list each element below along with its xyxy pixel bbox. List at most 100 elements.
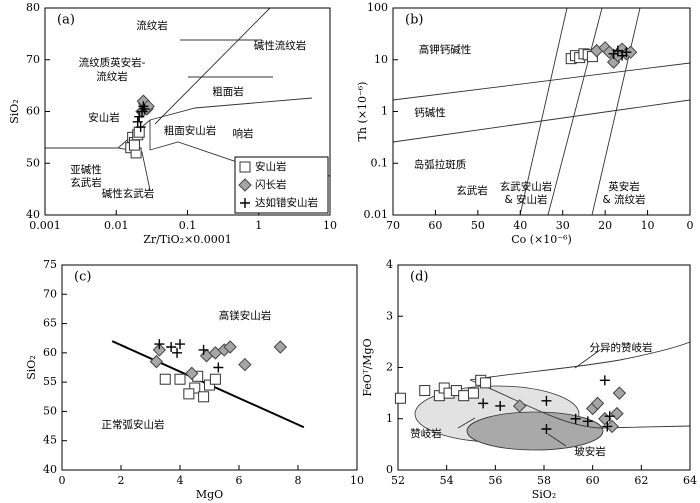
x-tick-label: 8 xyxy=(295,474,302,487)
field-boundary xyxy=(547,7,603,216)
y-tick-label: 75 xyxy=(43,258,57,271)
field-label: 玄武岩 xyxy=(70,176,102,189)
diamond-marker xyxy=(590,396,605,411)
x-tick-label: 20 xyxy=(598,219,612,232)
panel-label: (c) xyxy=(74,270,91,285)
plus-marker xyxy=(172,347,183,358)
plus-marker xyxy=(138,101,149,112)
x-tick-label: 54 xyxy=(440,474,454,487)
y-tick-label: 40 xyxy=(26,208,40,221)
field-boundary xyxy=(547,433,567,447)
square-marker xyxy=(174,373,186,385)
legend-entry: 闪长岩 xyxy=(255,178,287,191)
field-label: 分异的赞岐岩 xyxy=(590,341,653,354)
field-boninite xyxy=(466,411,604,451)
field-label: 英安岩 xyxy=(608,180,640,193)
square-marker xyxy=(480,377,492,389)
field-boundary xyxy=(392,62,691,101)
panel-label: (d) xyxy=(410,270,428,285)
panel: 0.001 0.01 0.1 1 10 40 50 60 70 80 Zr/TiO₂×0.0001 S… xyxy=(8,1,337,246)
x-tick-label: 0 xyxy=(687,219,694,232)
field-label: 碱性流纹岩 xyxy=(254,39,307,52)
y-tick-label: 100 xyxy=(367,1,388,14)
y-tick-label: 80 xyxy=(26,1,40,14)
x-tick-label: 10 xyxy=(641,219,655,232)
y-tick-label: 45 xyxy=(43,434,57,447)
field-label: 粗面安山岩 xyxy=(164,124,217,137)
plus-marker xyxy=(602,421,613,432)
plus-marker xyxy=(604,411,615,422)
diamond-marker xyxy=(238,357,252,372)
y-tick-label: 70 xyxy=(43,287,57,300)
x-tick-label: 64 xyxy=(683,474,697,487)
square-marker xyxy=(133,126,145,138)
field-boundary xyxy=(469,341,691,381)
field-label: 碱性玄武岩 xyxy=(102,187,155,200)
field-label: 玄武岩 xyxy=(456,184,488,197)
y-tick-label: 1 xyxy=(386,412,393,425)
field-label: 流纹岩 xyxy=(96,70,128,83)
field-label: 玄武安山岩 xyxy=(500,180,553,193)
field-label: 亚碱性 xyxy=(70,163,102,176)
y-tick-label: 1 xyxy=(381,105,388,118)
diamond-marker xyxy=(273,340,288,354)
x-axis-label: MgO xyxy=(196,488,223,501)
x-tick-label: 4 xyxy=(177,474,184,487)
x-axis-label: SiO₂ xyxy=(532,488,556,501)
y-tick-label: 60 xyxy=(43,346,57,359)
field-label: 粗面岩 xyxy=(212,85,244,98)
field-label: 安山岩 xyxy=(88,111,120,124)
y-tick-label: 70 xyxy=(26,53,40,66)
square-marker xyxy=(189,382,201,394)
diamond-marker xyxy=(149,354,164,369)
field-boundary xyxy=(154,7,271,125)
x-tick-label: 52 xyxy=(391,474,405,487)
plus-marker xyxy=(612,45,623,56)
x-tick-label: 6 xyxy=(236,474,243,487)
square-marker xyxy=(128,139,140,151)
field-label: 钙碱性 xyxy=(414,106,446,119)
y-axis-label: FeOᵀ/MgO xyxy=(361,338,374,396)
square-marker xyxy=(467,387,479,399)
x-tick-label: 62 xyxy=(634,474,648,487)
plus-marker xyxy=(582,416,593,427)
field-label: 岛弧拉斑质 xyxy=(414,158,467,171)
y-tick-label: 4 xyxy=(386,258,393,271)
plus-marker xyxy=(541,424,552,434)
plus-marker xyxy=(132,116,143,127)
diamond-marker xyxy=(612,386,627,400)
x-tick-label: 0.01 xyxy=(104,219,129,232)
plus-marker xyxy=(570,413,581,424)
panel-label: (b) xyxy=(405,13,423,28)
plus-marker xyxy=(135,122,146,133)
x-axis-label: Co (×10⁻⁶) xyxy=(511,233,572,246)
square-marker xyxy=(419,385,431,397)
y-tick-label: 10 xyxy=(374,53,388,66)
x-tick-label: 70 xyxy=(386,219,400,232)
plus-marker xyxy=(139,103,150,114)
plus-marker xyxy=(134,111,145,122)
y-axis-label: SiO₂ xyxy=(25,355,38,379)
square-marker xyxy=(394,392,406,404)
plus-marker xyxy=(495,400,506,411)
x-tick-label: 60 xyxy=(428,219,442,232)
field-boundary xyxy=(149,97,313,121)
x-tick-label: 0.1 xyxy=(179,219,197,232)
field-label: 响岩 xyxy=(233,127,254,140)
square-marker xyxy=(183,388,195,400)
y-tick-label: 40 xyxy=(43,463,57,476)
x-tick-label: 0 xyxy=(59,474,66,487)
y-tick-label: 0.01 xyxy=(364,208,389,221)
x-axis-label: Zr/TiO₂×0.0001 xyxy=(143,233,232,246)
plus-marker xyxy=(478,398,489,409)
x-tick-label: 50 xyxy=(471,219,485,232)
x-tick-label: 60 xyxy=(586,474,600,487)
field-label: 流纹岩 xyxy=(136,19,168,32)
y-axis-label: Th (×10⁻⁶) xyxy=(356,82,369,142)
field-label: 流纹质英安岩- xyxy=(79,56,146,69)
plus-marker xyxy=(175,339,185,350)
field-label: 高镁安山岩 xyxy=(219,309,272,322)
legend-entry: 达如错安山岩 xyxy=(255,196,318,209)
diamond-marker xyxy=(610,406,624,421)
